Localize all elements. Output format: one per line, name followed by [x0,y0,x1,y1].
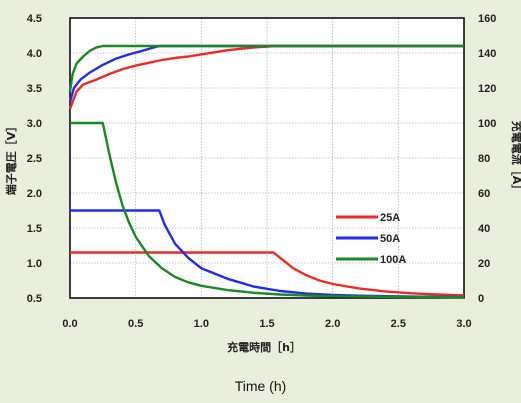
y-left-tick-label: 3.5 [27,83,42,95]
x-tick-label: 3.0 [456,318,471,330]
caption: Time (h) [234,378,287,394]
x-tick-label: 1.5 [259,318,274,330]
current-line-100a [70,121,465,299]
axis-ticks: 0.0 0.5 1.0 1.5 2.0 2.5 3.0 0.5 1.0 1.5 2.0 2.5 3.0 3… [27,13,497,330]
legend-label-25a: 25A [380,212,400,224]
legend: 25A 50A 100A [336,212,406,266]
x-axis-title: 充電時間［h］ [227,340,301,354]
y-right-tick-label: 140 [478,48,496,60]
x-tick-label: 2.0 [325,318,340,330]
y-left-tick-label: 2.5 [27,153,42,165]
x-tick-label: 0.5 [128,318,143,330]
y-left-tick-label: 1.5 [27,223,42,235]
y-right-tick-label: 160 [478,13,496,25]
y-left-tick-label: 3.0 [27,118,42,130]
y-left-tick-label: 1.0 [27,258,42,270]
legend-label-50a: 50A [380,233,400,245]
y-right-tick-label: 60 [478,188,490,200]
legend-label-100a: 100A [380,254,406,266]
voltage-line-25a [68,44,464,110]
y-left-tick-label: 4.0 [27,48,42,60]
y-axis-right-title: 充電電流［A］ [510,121,521,196]
y-left-tick-label: 4.5 [27,13,42,25]
y-right-tick-label: 80 [478,153,490,165]
x-tick-label: 0.0 [62,318,77,330]
current-line-25a [70,251,465,297]
y-right-tick-label: 20 [478,258,490,270]
series-lines [68,44,465,299]
x-tick-label: 1.0 [194,318,209,330]
y-axis-left-title: 端子電圧［V］ [4,121,18,196]
y-right-tick-label: 0 [478,293,484,305]
plot-area [69,17,465,299]
x-tick-label: 2.5 [391,318,406,330]
y-right-tick-label: 120 [478,83,496,95]
y-right-tick-label: 100 [478,118,496,130]
voltage-line-100a [68,44,464,92]
y-left-tick-label: 2.0 [27,188,42,200]
y-right-tick-label: 40 [478,223,490,235]
voltage-line-50a [68,44,464,103]
y-left-tick-label: 0.5 [27,293,42,305]
